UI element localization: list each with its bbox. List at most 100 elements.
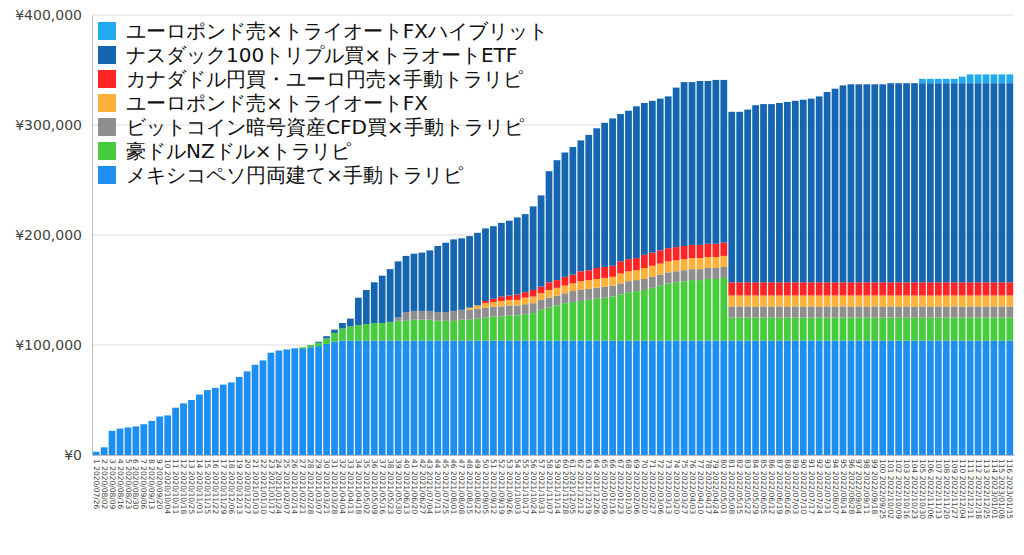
x-tick: 14 2020/11/01 — [195, 455, 204, 514]
bar — [768, 296, 775, 307]
bar — [530, 313, 537, 341]
bar — [959, 318, 966, 341]
bar — [283, 349, 290, 350]
x-tick: 54 2021/10/03 — [513, 455, 522, 514]
bar — [546, 298, 553, 308]
bar — [991, 74, 998, 83]
bar — [244, 371, 251, 372]
bar — [967, 318, 974, 341]
bar — [93, 451, 100, 452]
bar — [363, 324, 370, 341]
x-tick-label: 39 2021/05/30 — [394, 459, 403, 514]
bar — [935, 296, 942, 307]
legend-label: ビットコイン暗号資産CFD買×手動トラリピ — [126, 115, 524, 139]
bar — [307, 345, 314, 346]
x-tick-label: 45 2021/07/25 — [441, 459, 450, 514]
x-tick: 15 2020/11/15 — [203, 455, 212, 514]
bar — [252, 364, 259, 365]
x-tick: 59 2021/11/14 — [553, 455, 562, 514]
x-tick-label: 34 2021/04/18 — [354, 459, 363, 514]
bar — [959, 83, 966, 282]
bar — [633, 280, 640, 291]
bar — [808, 341, 815, 455]
bar — [816, 96, 823, 282]
bar — [697, 81, 704, 245]
x-tick: 50 2021/09/05 — [481, 455, 490, 514]
bar — [268, 352, 275, 353]
bar — [140, 424, 147, 425]
bar — [967, 282, 974, 295]
bar — [784, 341, 791, 455]
bar — [268, 352, 275, 353]
bar — [856, 84, 863, 282]
bar — [999, 318, 1006, 341]
x-tick: 10 2020/10/04 — [163, 455, 172, 514]
x-tick-label: 62 2021/12/12 — [576, 459, 585, 514]
bar — [840, 85, 847, 282]
bar — [951, 79, 958, 83]
bar — [895, 83, 902, 282]
bar — [585, 341, 592, 455]
bar — [355, 297, 362, 298]
bar — [625, 341, 632, 455]
bar — [705, 81, 712, 244]
bar — [260, 360, 267, 361]
x-tick: 2 2020/08/02 — [100, 455, 109, 510]
bar — [426, 341, 433, 455]
x-tick-label: 69 2022/02/06 — [632, 459, 641, 514]
bar — [156, 417, 163, 456]
x-tick-label: 49 2021/08/22 — [473, 459, 482, 514]
bar — [268, 352, 275, 353]
x-tick: 1 2020/07/26 — [92, 455, 101, 510]
bar — [172, 407, 179, 408]
bar — [212, 387, 219, 388]
bar — [728, 112, 735, 282]
bar — [530, 206, 537, 207]
bar — [649, 266, 656, 277]
bar — [577, 271, 584, 281]
bar — [514, 300, 521, 306]
bar — [355, 325, 362, 340]
bar — [172, 407, 179, 408]
bar — [951, 282, 958, 295]
x-tick-label: 109 2022/11/27 — [950, 459, 959, 519]
x-tick-label: 88 2022/06/26 — [783, 459, 792, 514]
bar — [609, 297, 616, 341]
bar — [609, 118, 616, 265]
bar — [784, 296, 791, 307]
bar — [244, 371, 251, 372]
x-tick-label: 44 2021/07/11 — [433, 459, 442, 514]
bar — [379, 323, 386, 341]
bar — [681, 82, 688, 246]
bar — [712, 257, 719, 268]
bar — [204, 390, 211, 391]
bar — [975, 282, 982, 295]
x-tick-label: 93 2022/07/31 — [823, 459, 832, 514]
x-tick-label: 46 2021/08/01 — [449, 459, 458, 514]
x-tick-label: 60 2021/11/28 — [561, 459, 570, 514]
bar — [720, 267, 727, 278]
bar — [109, 430, 116, 431]
bar — [991, 307, 998, 318]
y-tick-label: ¥0 — [64, 447, 82, 463]
x-tick-label: 13 2020/10/25 — [187, 459, 196, 514]
bar — [689, 258, 696, 269]
x-tick: 55 2021/10/17 — [521, 455, 530, 514]
series-bars — [919, 74, 1013, 83]
bar — [133, 426, 140, 427]
bar — [268, 352, 275, 353]
bar — [156, 416, 163, 417]
bar — [665, 96, 672, 97]
bar — [426, 311, 433, 320]
bar — [188, 400, 195, 401]
bar — [156, 416, 163, 417]
bar — [482, 228, 489, 229]
bar — [681, 82, 688, 83]
x-tick-label: 20 2020/12/27 — [243, 459, 252, 514]
bar — [840, 307, 847, 318]
bar — [331, 329, 338, 330]
bar — [633, 270, 640, 280]
bar — [848, 84, 855, 85]
bar — [999, 282, 1006, 295]
bar — [705, 81, 712, 82]
